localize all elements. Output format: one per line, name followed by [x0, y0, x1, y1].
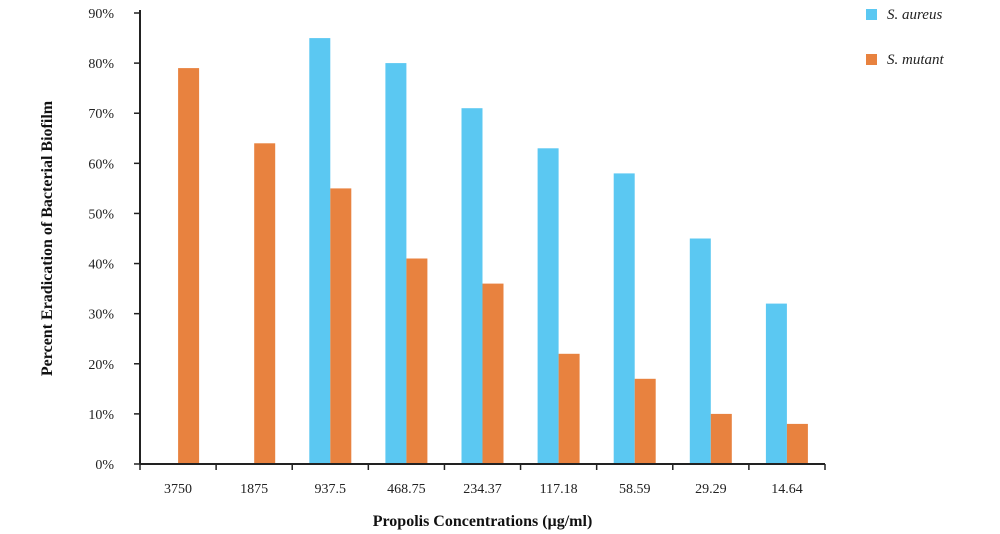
bar-s-mutant-58.59: [634, 378, 656, 464]
y-tick-label: 80%: [88, 57, 114, 72]
x-tick-label: 58.59: [619, 482, 651, 497]
y-tick-label: 70%: [88, 107, 114, 122]
legend-swatch-s-aureus: [866, 9, 877, 20]
bar-s-aureus-117.18: [537, 148, 559, 465]
bar-s-aureus-468.75: [385, 63, 407, 464]
legend-label-s-aureus: S. aureus: [887, 7, 942, 23]
ticks-layer: 0% 10% 20% 30% 40% 50% 60% 70% 80% 90% 3750 1875 937…: [88, 7, 826, 497]
x-tick-label: 29.29: [695, 482, 727, 497]
bar-s-mutant-234.37: [482, 283, 504, 464]
bar-s-aureus-14.64: [765, 303, 787, 464]
x-tick-label: 117.18: [540, 482, 578, 497]
x-axis-title: Propolis Concentrations (µg/ml): [373, 513, 593, 530]
x-tick-label: 937.5: [315, 482, 347, 497]
y-axis-title: Percent Eradication of Bacterial Biofilm: [39, 100, 56, 376]
bars-layer: [178, 38, 808, 465]
x-tick-label: 14.64: [771, 482, 803, 497]
bar-s-aureus-29.29: [689, 238, 711, 464]
bar-s-aureus-234.37: [461, 108, 483, 464]
y-tick-label: 20%: [88, 358, 114, 373]
y-tick-label: 0%: [95, 458, 114, 473]
bar-s-mutant-29.29: [710, 413, 732, 464]
legend-swatch-s-mutant: [866, 54, 877, 65]
bar-s-mutant-14.64: [786, 423, 808, 464]
legend: S. aureus S. mutant: [866, 7, 945, 68]
y-tick-label: 60%: [88, 157, 114, 172]
legend-label-s-mutant: S. mutant: [887, 52, 945, 68]
y-tick-label: 40%: [88, 258, 114, 273]
y-tick-label: 90%: [88, 7, 114, 22]
x-tick-label: 468.75: [387, 482, 426, 497]
bar-s-aureus-58.59: [613, 173, 635, 464]
bar-s-aureus-937.5: [309, 38, 331, 464]
bar-s-mutant-3750: [178, 68, 200, 464]
y-tick-label: 50%: [88, 207, 114, 222]
bar-s-mutant-937.5: [330, 188, 352, 464]
bar-s-mutant-468.75: [406, 258, 428, 464]
axes-layer: [139, 10, 825, 465]
y-tick-label: 10%: [88, 408, 114, 423]
bar-s-mutant-1875: [254, 143, 276, 465]
x-tick-label: 3750: [164, 482, 192, 497]
y-tick-label: 30%: [88, 308, 114, 323]
x-tick-label: 1875: [240, 482, 268, 497]
x-tick-label: 234.37: [463, 482, 502, 497]
bar-s-mutant-117.18: [558, 353, 580, 464]
